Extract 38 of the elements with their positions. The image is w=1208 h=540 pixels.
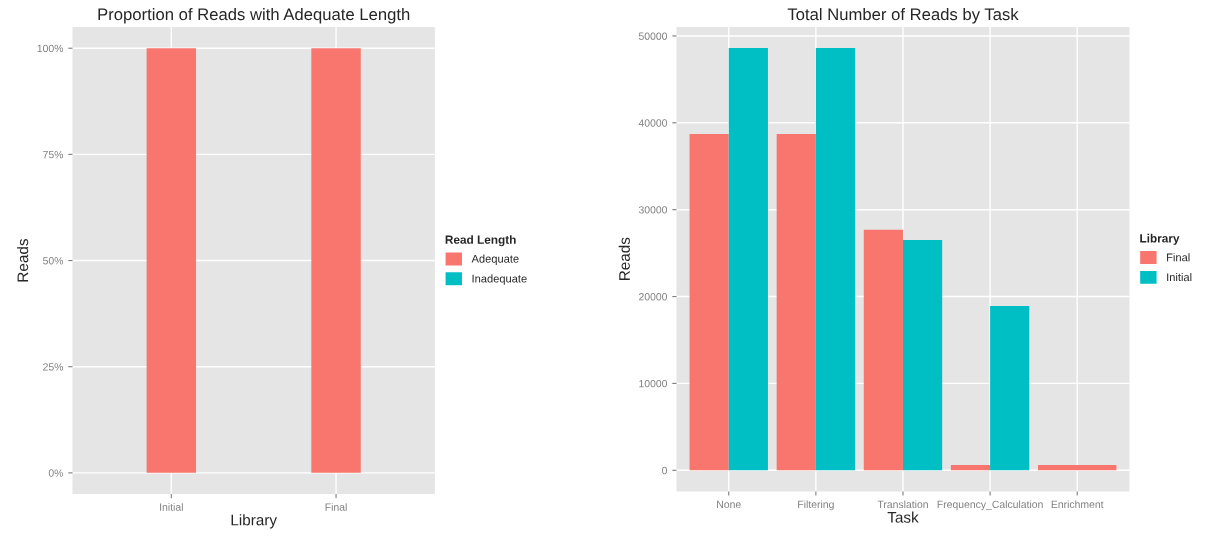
bar bbox=[776, 134, 816, 471]
x-axis-title: Task bbox=[887, 511, 919, 523]
y-tick-label: 25% bbox=[43, 363, 64, 371]
y-tick-label: 75% bbox=[43, 150, 64, 159]
y-tick-label: 0 bbox=[662, 466, 668, 475]
bar bbox=[815, 48, 856, 471]
x-tick-label: Final bbox=[325, 503, 347, 511]
bar bbox=[689, 134, 729, 471]
legend-label: Final bbox=[1167, 253, 1190, 262]
y-tick-label: 40000 bbox=[638, 119, 668, 127]
x-axis-title: Library bbox=[231, 514, 277, 529]
x-tick-label: Translation bbox=[877, 500, 928, 509]
y-tick-label: 0% bbox=[48, 469, 64, 477]
bar bbox=[902, 240, 943, 471]
x-tick-label: Initial bbox=[160, 503, 183, 511]
chart-title: Total Number of Reads by Task bbox=[787, 7, 1019, 24]
x-tick-label: Frequency_Calculation bbox=[937, 500, 1043, 511]
bar bbox=[990, 306, 1030, 471]
y-tick-label: 100% bbox=[37, 44, 64, 53]
legend-title: Library bbox=[1140, 233, 1180, 245]
x-tick-label: Enrichment bbox=[1051, 500, 1104, 509]
legend-label: Adequate bbox=[471, 254, 519, 265]
y-axis-title: Reads bbox=[618, 237, 630, 281]
y-tick-label: 20000 bbox=[639, 293, 668, 301]
chart-title: Proportion of Reads with Adequate Length bbox=[98, 7, 410, 24]
bar bbox=[863, 229, 903, 471]
y-tick-label: 50000 bbox=[638, 32, 668, 40]
y-axis-title: Reads bbox=[17, 239, 29, 282]
bar bbox=[950, 465, 991, 471]
y-tick-label: 50% bbox=[43, 257, 64, 265]
legend-label: Initial bbox=[1167, 272, 1192, 282]
y-tick-label: 30000 bbox=[638, 206, 668, 214]
legend-title: Read Length bbox=[445, 235, 516, 247]
x-tick-label: None bbox=[717, 500, 741, 509]
x-tick-label: Filtering bbox=[798, 500, 834, 511]
legend-label: Inadequate bbox=[472, 274, 527, 285]
y-tick-label: 10000 bbox=[639, 379, 668, 388]
bar bbox=[728, 48, 768, 471]
